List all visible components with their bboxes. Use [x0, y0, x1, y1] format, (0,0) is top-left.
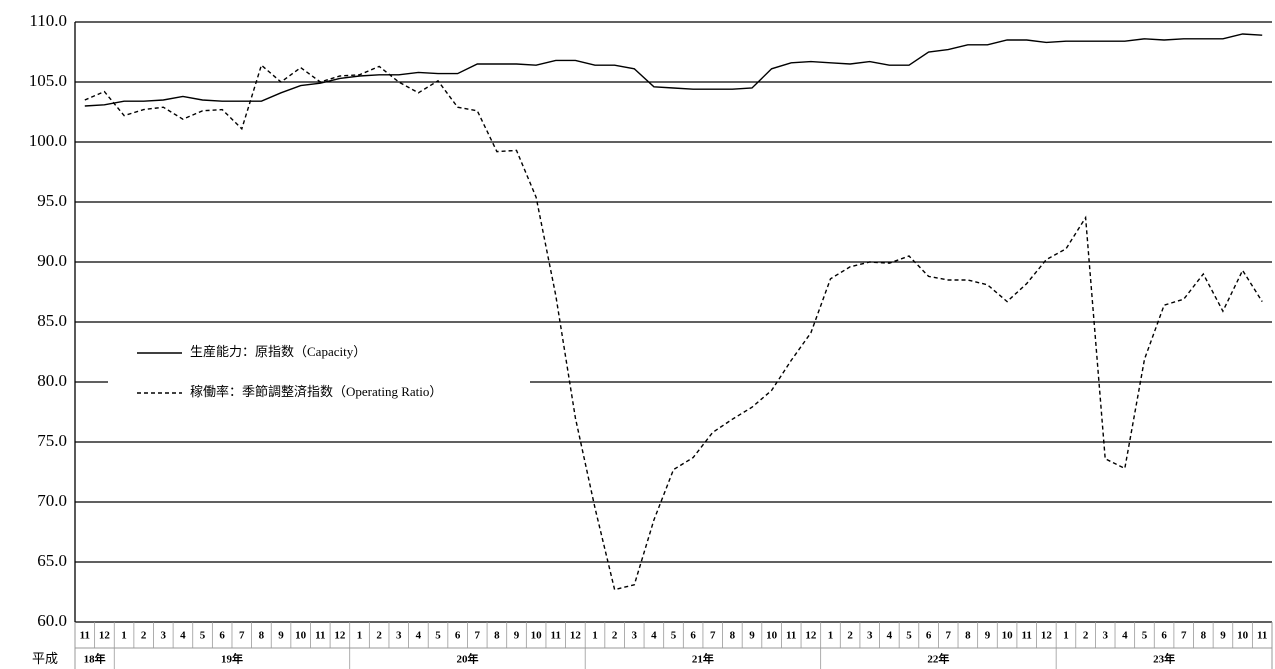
x-tick-label: 7	[945, 630, 951, 642]
x-group-prefix: 平成	[32, 651, 58, 666]
x-tick-label: 2	[1083, 630, 1089, 642]
x-tick-label: 12	[1041, 630, 1053, 642]
x-tick-label: 6	[1161, 630, 1167, 642]
x-tick-label: 10	[295, 630, 307, 642]
x-tick-label: 9	[1220, 630, 1226, 642]
y-tick-label: 85.0	[37, 311, 67, 330]
legend-box	[108, 338, 530, 402]
y-tick-label: 75.0	[37, 431, 67, 450]
x-tick-label: 11	[1022, 630, 1032, 642]
y-tick-label: 90.0	[37, 251, 67, 270]
x-tick-label: 6	[690, 630, 696, 642]
x-tick-label: 3	[632, 630, 638, 642]
x-tick-label: 11	[80, 630, 90, 642]
x-tick-label: 12	[334, 630, 346, 642]
x-tick-label: 4	[651, 630, 657, 642]
x-tick-label: 12	[570, 630, 582, 642]
x-tick-label: 8	[730, 630, 736, 642]
x-tick-label: 6	[455, 630, 461, 642]
x-tick-label: 11	[1257, 630, 1267, 642]
x-group-label: 22年	[927, 652, 949, 666]
x-tick-label: 11	[315, 630, 325, 642]
x-group-label: 21年	[692, 652, 714, 666]
x-tick-label: 3	[396, 630, 402, 642]
legend-label: 生産能力：原指数（Capacity）	[190, 344, 366, 359]
x-tick-label: 1	[592, 630, 598, 642]
y-tick-label: 110.0	[29, 11, 67, 30]
x-tick-label: 5	[906, 630, 912, 642]
x-tick-label: 7	[1181, 630, 1187, 642]
x-tick-label: 4	[887, 630, 893, 642]
x-tick-label: 8	[259, 630, 265, 642]
x-tick-label: 10	[1237, 630, 1249, 642]
y-tick-label: 105.0	[29, 71, 67, 90]
x-tick-label: 1	[121, 630, 127, 642]
x-tick-label: 6	[219, 630, 225, 642]
x-tick-label: 10	[766, 630, 778, 642]
x-tick-label: 8	[494, 630, 500, 642]
x-tick-label: 11	[551, 630, 561, 642]
x-tick-label: 2	[847, 630, 853, 642]
y-tick-label: 60.0	[37, 611, 67, 630]
x-tick-label: 8	[1201, 630, 1207, 642]
x-tick-label: 4	[1122, 630, 1128, 642]
x-tick-label: 2	[376, 630, 382, 642]
x-group-label: 20年	[456, 652, 478, 666]
x-tick-label: 2	[141, 630, 147, 642]
y-tick-label: 95.0	[37, 191, 67, 210]
y-tick-label: 65.0	[37, 551, 67, 570]
legend-label: 稼働率：季節調整済指数（Operating Ratio）	[190, 384, 442, 399]
x-tick-label: 1	[357, 630, 363, 642]
y-tick-label: 100.0	[29, 131, 67, 150]
x-tick-label: 1	[828, 630, 834, 642]
x-tick-label: 7	[710, 630, 716, 642]
y-tick-label: 70.0	[37, 491, 67, 510]
x-tick-label: 6	[926, 630, 932, 642]
x-tick-label: 9	[985, 630, 991, 642]
x-tick-label: 10	[531, 630, 543, 642]
x-tick-label: 8	[965, 630, 971, 642]
x-tick-label: 3	[867, 630, 873, 642]
x-tick-label: 5	[200, 630, 206, 642]
x-tick-label: 12	[99, 630, 111, 642]
series-line	[84, 63, 1263, 591]
x-tick-label: 9	[514, 630, 520, 642]
x-group-label: 18年	[84, 652, 106, 666]
x-tick-label: 3	[161, 630, 167, 642]
x-tick-label: 1	[1063, 630, 1069, 642]
x-tick-label: 9	[749, 630, 755, 642]
series-line	[84, 33, 1263, 107]
x-tick-label: 4	[416, 630, 422, 642]
x-tick-label: 10	[1002, 630, 1014, 642]
x-tick-label: 7	[475, 630, 481, 642]
x-tick-label: 3	[1102, 630, 1108, 642]
x-tick-label: 5	[671, 630, 677, 642]
x-tick-label: 5	[435, 630, 441, 642]
x-tick-label: 12	[805, 630, 817, 642]
x-group-label: 23年	[1153, 652, 1175, 666]
y-tick-label: 80.0	[37, 371, 67, 390]
x-tick-label: 5	[1142, 630, 1148, 642]
x-tick-label: 2	[612, 630, 618, 642]
x-tick-label: 11	[786, 630, 796, 642]
x-group-label: 19年	[221, 652, 243, 666]
x-tick-label: 4	[180, 630, 186, 642]
x-tick-label: 9	[278, 630, 284, 642]
x-tick-label: 7	[239, 630, 245, 642]
